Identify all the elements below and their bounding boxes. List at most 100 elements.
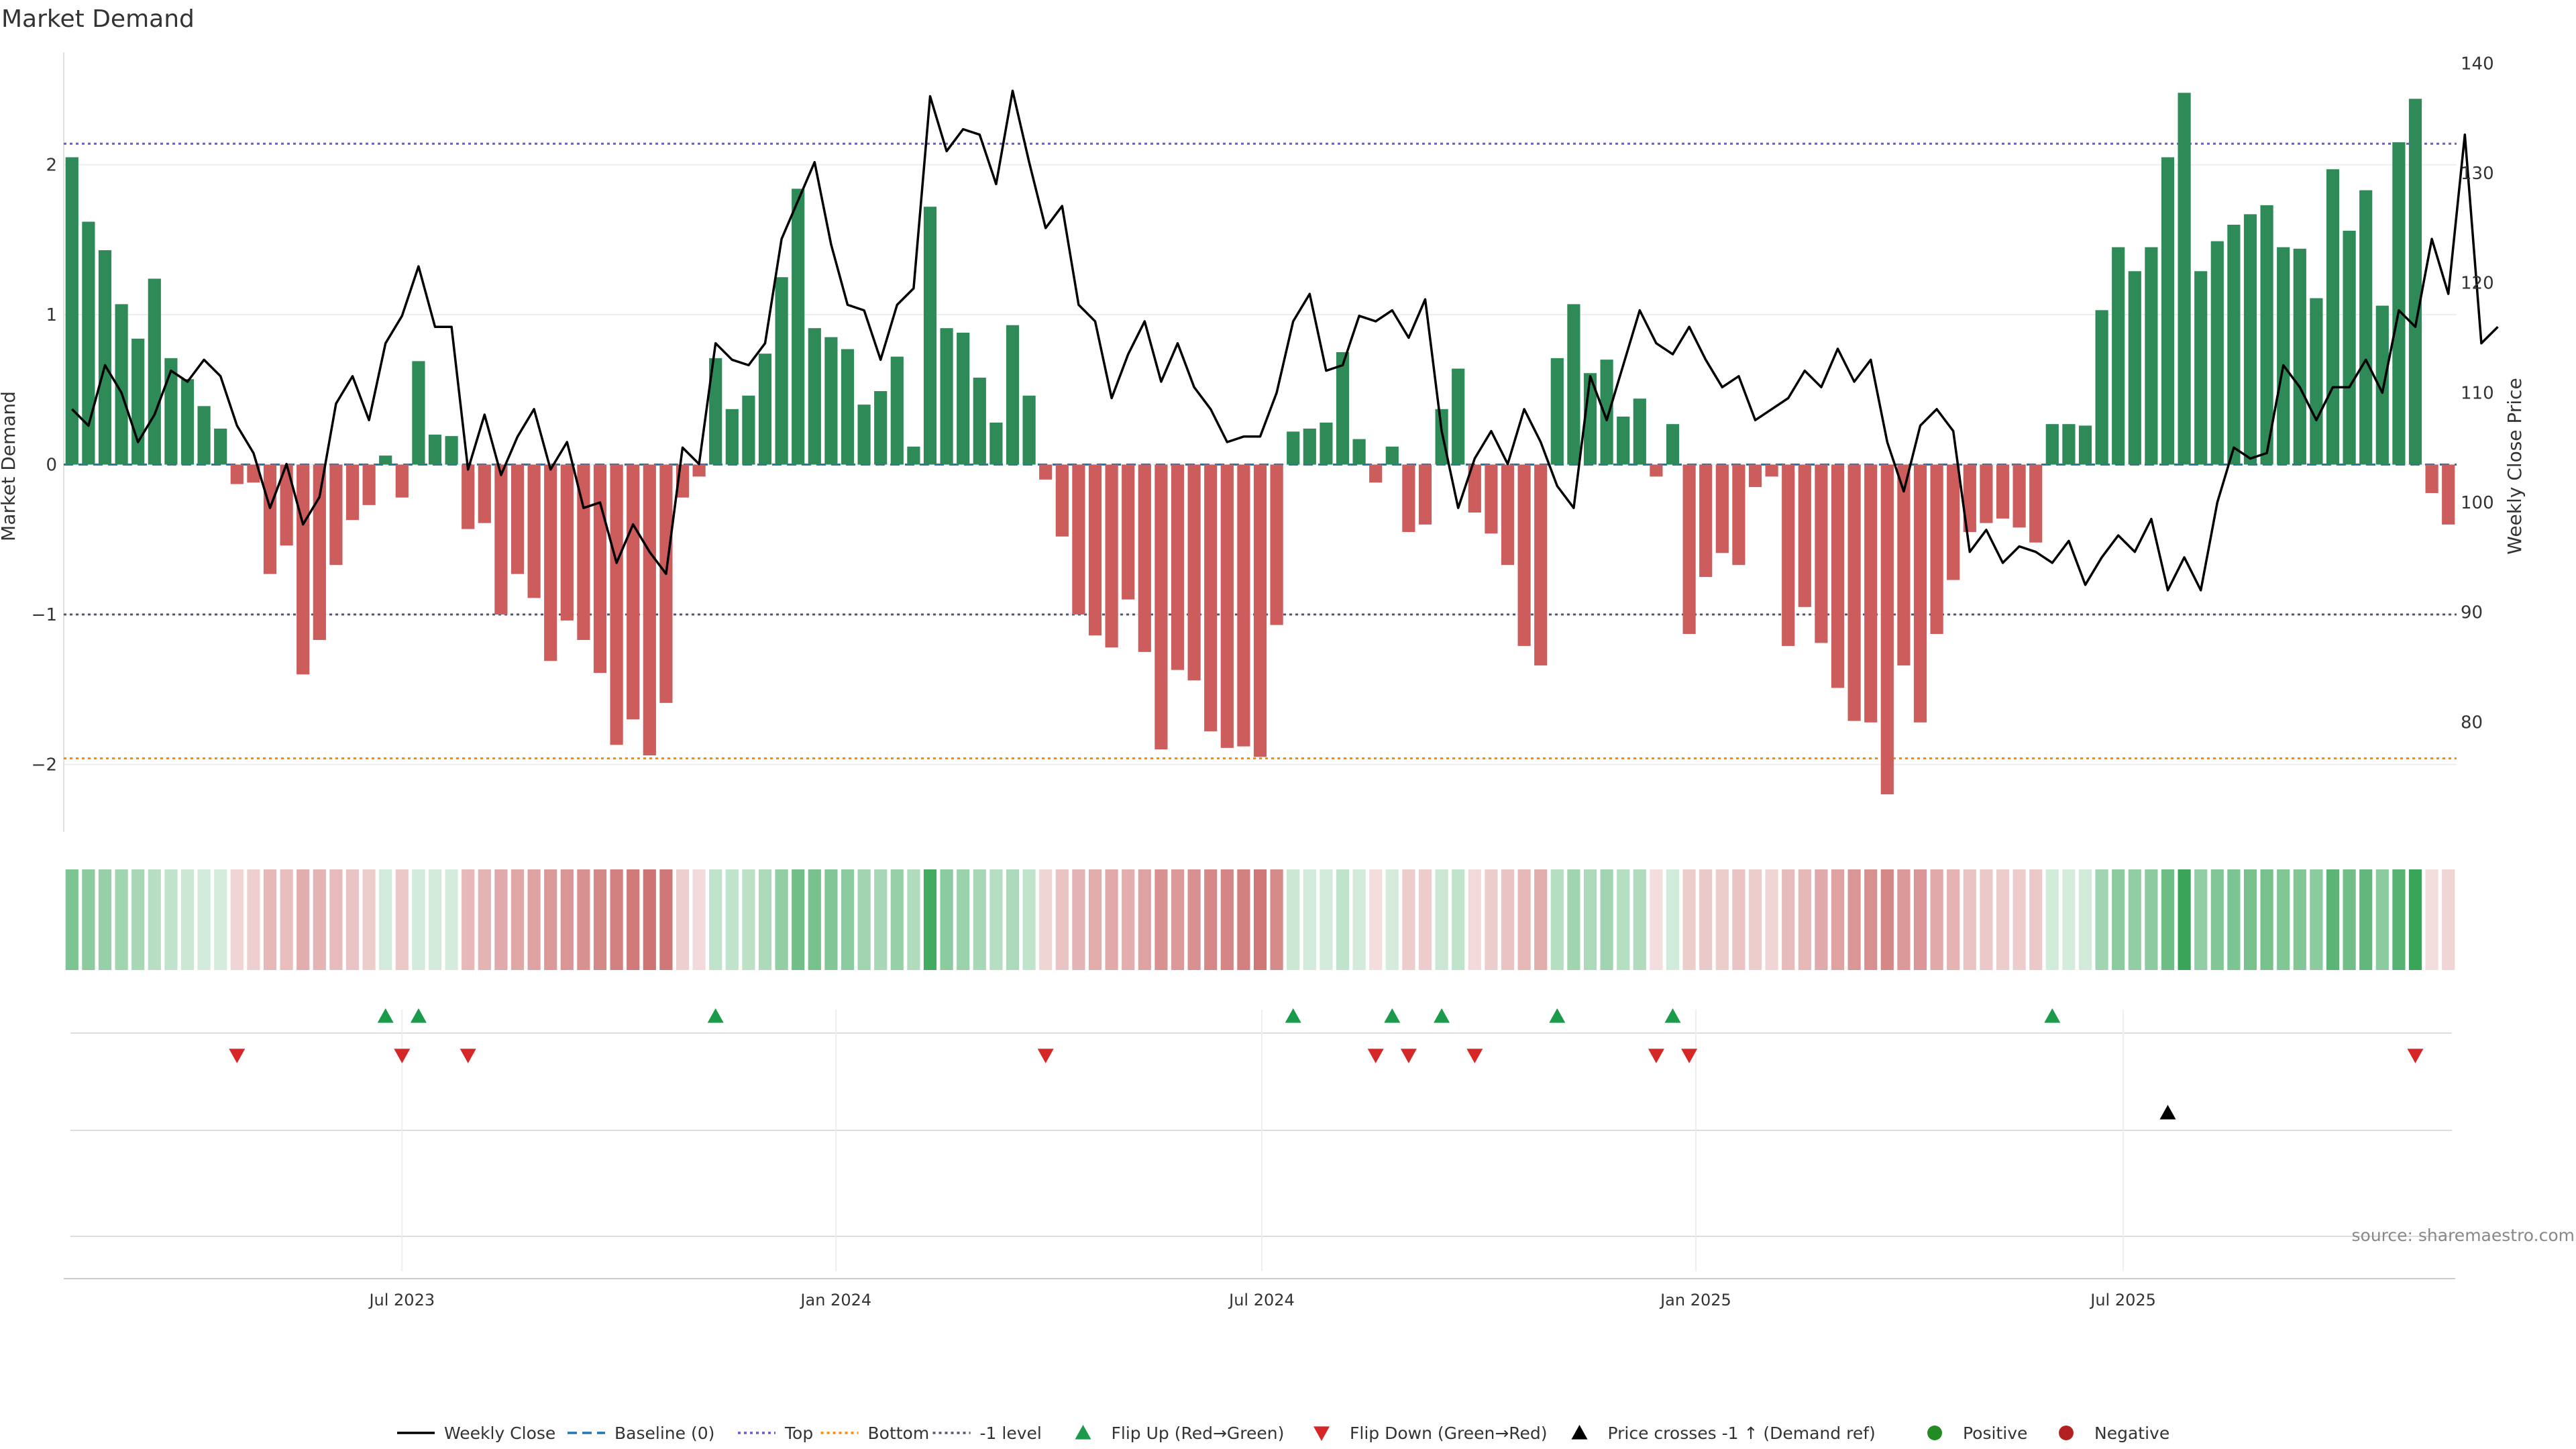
positive-bar	[857, 405, 871, 465]
strip-cell	[345, 869, 360, 970]
negative-bar	[544, 464, 557, 661]
strip-cell	[1682, 869, 1696, 970]
y-tick-label: 0	[46, 455, 57, 476]
positive-bar	[2326, 169, 2340, 465]
strip-cell	[2078, 869, 2092, 970]
positive-bar	[148, 278, 161, 465]
y-tick-label: 2	[46, 156, 57, 176]
y-tick-label: −1	[32, 605, 57, 625]
positive-bar	[2210, 241, 2224, 465]
demand-heat-strip	[65, 869, 2455, 970]
flip-down-marker	[394, 1049, 411, 1063]
y2-tick-label: 130	[2461, 164, 2494, 184]
strip-cell	[1930, 869, 1943, 970]
positive-bar	[890, 356, 904, 465]
weekly-close-series	[71, 89, 2499, 592]
strip-cell	[643, 869, 656, 970]
strip-cell	[1022, 869, 1036, 970]
strip-cell	[841, 869, 855, 970]
strip-cell	[577, 869, 590, 970]
strip-cell	[1122, 869, 1135, 970]
negative-bar	[659, 464, 673, 703]
positive-bar	[824, 337, 838, 465]
strip-cell	[230, 869, 244, 970]
negative-bar	[627, 464, 640, 720]
legend-label: Bottom	[868, 1424, 930, 1443]
strip-cell	[263, 869, 277, 970]
strip-cell	[214, 869, 227, 970]
strip-cell	[1567, 869, 1580, 970]
positive-bar	[1600, 360, 1613, 465]
strip-cell	[627, 869, 640, 970]
strip-cell	[2408, 869, 2422, 970]
negative-bar	[1055, 464, 1069, 537]
negative-bar	[2425, 464, 2438, 493]
strip-cell	[2161, 869, 2175, 970]
strip-cell	[1088, 869, 1102, 970]
strip-cell	[2375, 869, 2389, 970]
positive-bar	[742, 395, 755, 465]
legend-swatch	[1927, 1426, 1942, 1440]
strip-cell	[2359, 869, 2373, 970]
flip-up-marker	[1549, 1008, 1566, 1023]
strip-cell	[1320, 869, 1333, 970]
negative-bar	[395, 464, 409, 498]
legend-swatch	[1571, 1425, 1588, 1440]
strip-cell	[2425, 869, 2438, 970]
strip-cell	[890, 869, 904, 970]
strip-cell	[1352, 869, 1366, 970]
x-tick-label: Jan 2025	[1659, 1291, 1731, 1309]
strip-cell	[1270, 869, 1283, 970]
negative-bar	[1748, 464, 1762, 488]
strip-cell	[1501, 869, 1515, 970]
positive-bar	[428, 434, 442, 465]
negative-bar	[2442, 464, 2455, 525]
strip-cell	[2045, 869, 2059, 970]
positive-bar	[2243, 214, 2257, 465]
strip-cell	[758, 869, 772, 970]
positive-bar	[1452, 368, 1465, 465]
positive-bar	[2178, 93, 2191, 465]
strip-cell	[857, 869, 871, 970]
strip-cell	[247, 869, 260, 970]
strip-cell	[1600, 869, 1613, 970]
strip-cell	[1963, 869, 1976, 970]
positive-bar	[98, 250, 112, 465]
strip-cell	[792, 869, 805, 970]
y-axis-ticks: −2 −1 0 1 2	[32, 156, 57, 775]
strip-cell	[82, 869, 95, 970]
positive-bar	[2343, 230, 2356, 465]
negative-bar	[1402, 464, 1415, 533]
positive-bar	[808, 328, 821, 465]
strip-cell	[1485, 869, 1498, 970]
strip-cell	[692, 869, 706, 970]
strip-cell	[379, 869, 392, 970]
strip-cell	[1204, 869, 1218, 970]
negative-bar	[560, 464, 574, 621]
strip-cell	[313, 869, 326, 970]
negative-bar	[1913, 464, 1927, 722]
strip-cell	[1039, 869, 1053, 970]
strip-cell	[180, 869, 195, 970]
strip-cell	[297, 869, 310, 970]
strip-cell	[1913, 869, 1927, 970]
negative-bar	[1980, 464, 1993, 523]
strip-cell	[1072, 869, 1085, 970]
positive-bar	[775, 277, 788, 465]
positive-bar	[2045, 424, 2059, 465]
strip-cell	[808, 869, 821, 970]
strip-cell	[1418, 869, 1432, 970]
legend-label: Top	[784, 1424, 813, 1443]
strip-cell	[1699, 869, 1713, 970]
strip-cell	[1996, 869, 2010, 970]
flip-up-marker	[1664, 1008, 1681, 1023]
weekly-close-line	[71, 89, 2499, 592]
positive-bar	[2277, 247, 2290, 465]
strip-cell	[1765, 869, 1778, 970]
positive-bar	[82, 221, 95, 465]
strip-cell	[148, 869, 161, 970]
strip-cell	[1237, 869, 1250, 970]
strip-cell	[989, 869, 1003, 970]
strip-cell	[1550, 869, 1564, 970]
strip-cell	[131, 869, 145, 970]
